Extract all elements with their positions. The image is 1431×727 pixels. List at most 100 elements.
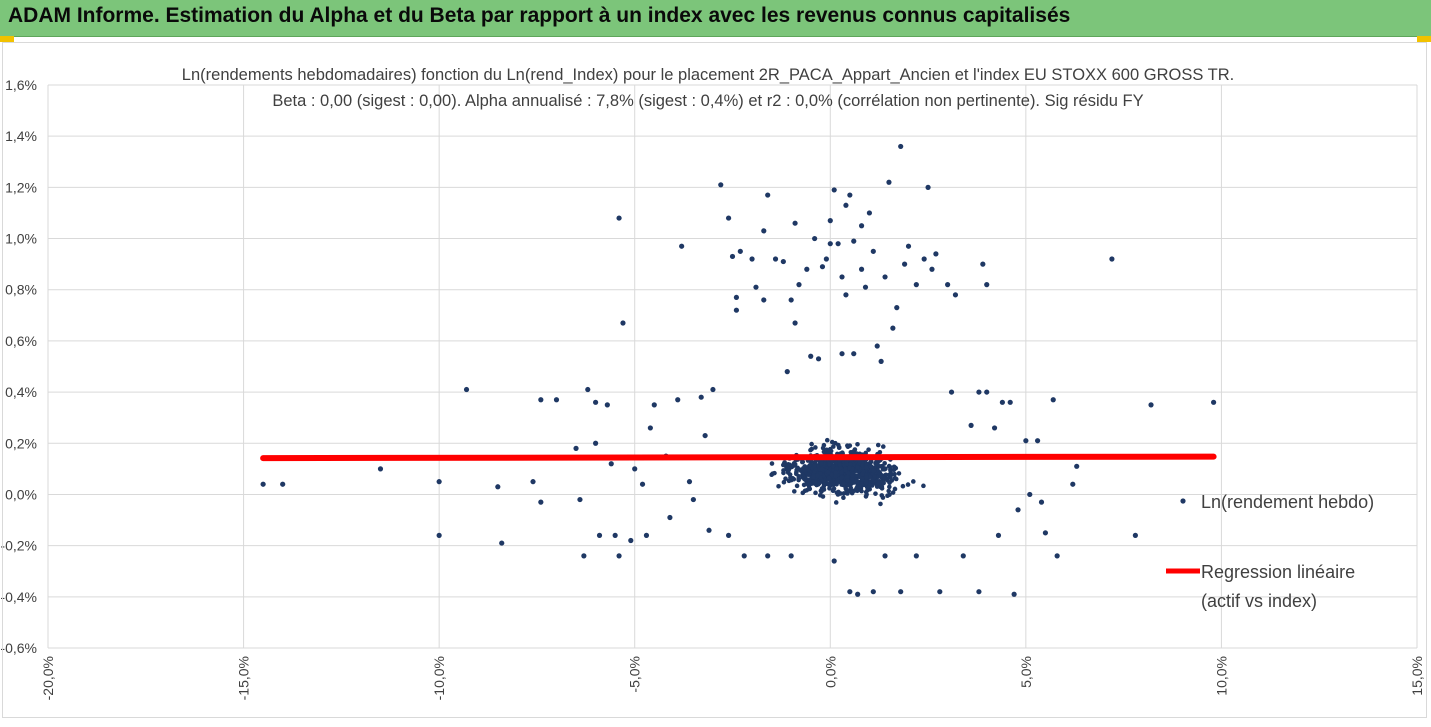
data-point [847, 465, 852, 471]
data-point [819, 466, 825, 472]
data-point [825, 469, 831, 475]
data-point [804, 266, 810, 272]
data-point [937, 589, 943, 595]
data-point [823, 256, 829, 262]
data-point [620, 320, 626, 326]
data-point [781, 470, 786, 476]
x-tick-label: -10,0% [431, 656, 447, 700]
corner-accent-right [1417, 36, 1431, 42]
data-point [847, 443, 853, 448]
data-point [886, 179, 892, 185]
data-point [783, 476, 788, 482]
x-tick-label: 0,0% [822, 656, 838, 688]
data-point [880, 467, 886, 472]
vertical-gridlines [47, 85, 1418, 648]
data-point [807, 463, 812, 468]
data-point [845, 478, 850, 483]
data-point [893, 476, 899, 482]
data-point [1034, 438, 1041, 444]
data-point [894, 305, 900, 311]
data-point [1050, 397, 1056, 403]
data-point [818, 488, 824, 494]
data-point [812, 479, 818, 484]
data-point [882, 461, 887, 466]
data-point [839, 475, 844, 481]
data-point [873, 491, 878, 496]
data-points [260, 143, 1217, 597]
data-point [870, 248, 876, 254]
data-point [585, 386, 591, 393]
data-point [725, 215, 732, 221]
data-point [780, 258, 786, 265]
data-point [890, 490, 896, 495]
data-point [847, 589, 853, 595]
data-point [690, 496, 696, 503]
data-point [911, 479, 916, 484]
chart-legend: Ln(rendement hebdo) Regression linéaire … [1166, 492, 1374, 611]
data-point [980, 261, 986, 267]
data-point [929, 266, 935, 272]
data-point [948, 389, 955, 395]
data-point [891, 464, 897, 470]
data-point [817, 492, 823, 498]
chart-canvas: -0,6% -0,4% -0,2% 0,0% 0,2% 0,4% 0,6% 0,8% 1,0% 1… [0, 66, 1425, 700]
data-point [632, 466, 638, 472]
data-point [839, 274, 845, 280]
data-point [837, 462, 842, 468]
data-point [596, 532, 603, 538]
data-point [846, 489, 851, 494]
data-point [828, 478, 833, 484]
data-point [843, 467, 848, 473]
data-point [863, 494, 869, 499]
legend-label-regression-2: (actif vs index) [1201, 591, 1317, 611]
data-point [841, 495, 846, 500]
data-point [845, 474, 850, 480]
data-point [608, 461, 614, 467]
data-point [436, 479, 442, 485]
data-point [952, 292, 959, 298]
data-point [612, 532, 618, 538]
data-point [796, 477, 801, 483]
data-point [921, 483, 926, 489]
data-point [945, 282, 951, 288]
data-point [1132, 532, 1138, 538]
data-point [761, 228, 767, 234]
regression-line-path [260, 453, 1217, 462]
data-point [667, 514, 673, 521]
data-point [807, 481, 813, 487]
data-point [792, 220, 798, 226]
chart-title-line-2: Beta : 0,00 (sigest : 0,00). Alpha annua… [272, 92, 1143, 110]
data-point [280, 481, 286, 487]
data-point [1011, 591, 1017, 597]
y-tick-label: 1,4% [5, 128, 37, 144]
x-tick-label: 10,0% [1213, 656, 1229, 696]
data-point [792, 320, 798, 326]
x-tick-label: -20,0% [40, 656, 56, 700]
data-point [827, 218, 833, 224]
data-point [787, 466, 792, 471]
data-point [821, 442, 827, 448]
data-point [898, 143, 904, 150]
data-point [796, 282, 802, 288]
data-point [702, 432, 708, 439]
data-point [847, 192, 853, 198]
data-point [647, 425, 653, 431]
data-point [651, 402, 657, 408]
data-point [1007, 399, 1013, 405]
data-point [830, 444, 836, 449]
data-point [463, 386, 470, 393]
data-point [999, 399, 1005, 405]
data-point [776, 483, 781, 489]
data-point [772, 470, 777, 476]
data-point [784, 369, 790, 375]
data-point [788, 297, 794, 303]
data-point [377, 466, 384, 472]
data-point [1054, 553, 1060, 559]
data-point [573, 445, 579, 451]
data-point [833, 473, 838, 479]
data-point [881, 480, 886, 486]
data-point [577, 496, 583, 503]
data-point [604, 402, 610, 408]
data-point [616, 215, 622, 221]
data-point [848, 485, 854, 491]
